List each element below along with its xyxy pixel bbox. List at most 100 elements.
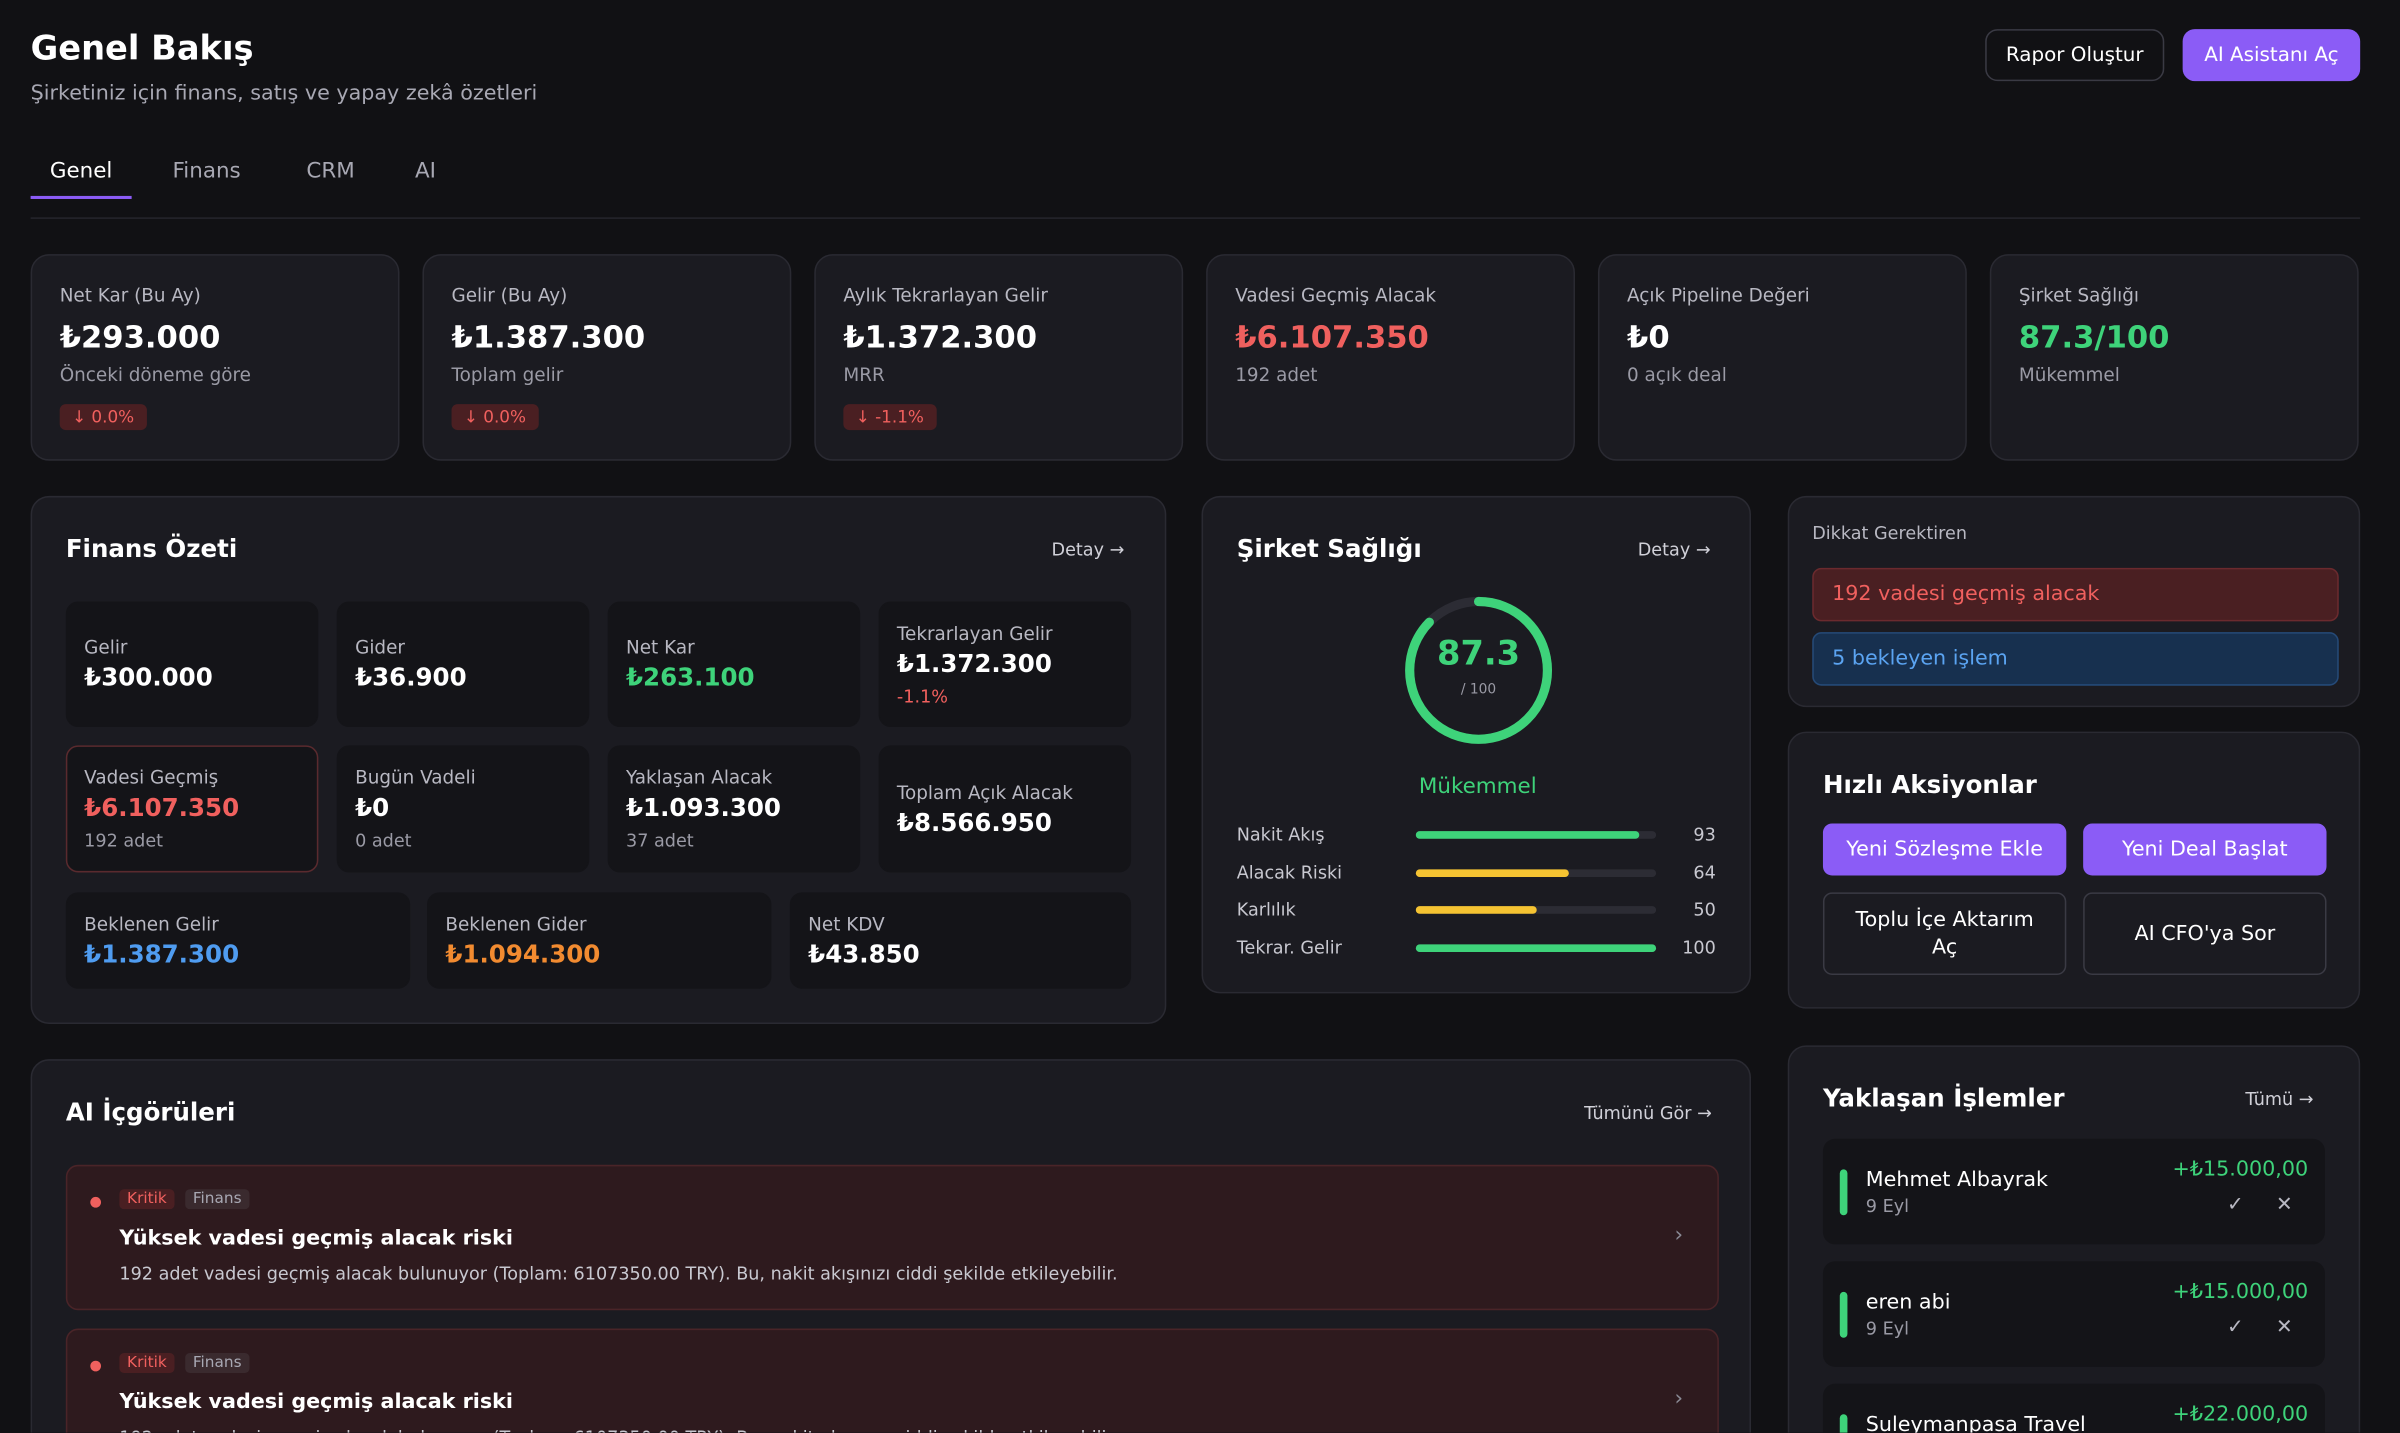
kpi-card: Açık Pipeline Değeri ₺0 0 açık deal [1597,254,1967,461]
severity-tag: Kritik [119,1189,175,1210]
severity-tag: Kritik [119,1353,175,1373]
cell-label: Tekrarlayan Gelir [896,622,1053,644]
cell-value: ₺43.850 [808,939,920,969]
tab[interactable]: Finans [172,159,241,184]
finance-cell: Beklenen Gider ₺1.094.300 [427,892,772,989]
attention-item[interactable]: 192 vadesi geçmiş alacak [1812,567,2339,622]
cell-sub: 37 adet [626,829,694,852]
panel-title: AI İçgörüleri [65,1097,236,1127]
kpi-label: Şirket Sağlığı [2018,284,2140,307]
tab[interactable]: Genel [30,159,132,199]
panel-title: Yaklaşan İşlemler [1822,1083,2065,1113]
factor-track [1415,906,1657,914]
cell-label: Beklenen Gelir [84,913,219,935]
kpi-value: ₺1.372.300 [843,318,1038,356]
finance-cell: Beklenen Gelir ₺1.387.300 [65,892,411,989]
chevron: › [1674,1222,1684,1248]
insight-item[interactable]: Kritik Finans Yüksek vadesi geçmiş alacak … [65,1328,1719,1433]
kpi-card: Şirket Sağlığı 87.3/100 Mükemmel [1989,254,2359,461]
kpi-card: Gelir (Bu Ay) ₺1.387.300 Toplam gelir ↓ 0.0… [422,254,792,461]
ai-button[interactable]: AI Asistanı Aç [2182,29,2361,82]
reject-icon[interactable]: ✕ [2276,1193,2293,1217]
approve-icon[interactable]: ✓ [2227,1316,2244,1340]
tab[interactable]: CRM [306,159,355,184]
report-button[interactable]: Rapor Oluştur [1985,29,2165,82]
severity-dot [90,1196,102,1208]
primary-action[interactable]: Yeni Deal Başlat [2083,823,2327,876]
cell-value: ₺0 [355,792,390,822]
kpi-card: Vadesi Geçmiş Alacak ₺6.107.350 192 adet [1206,254,1575,461]
insight-text: 192 adet vadesi geçmiş alacak bulunuyor … [119,1427,1117,1433]
cell-value: ₺36.900 [355,662,467,692]
kpi-sub: Önceki döneme göre [59,364,251,386]
factor-bar [1415,831,1640,839]
finance-cell: Vadesi Geçmiş ₺6.107.350 192 adet [65,745,319,873]
view-all-link[interactable]: Tümünü Gör → [1584,1102,1712,1124]
attention-item[interactable]: 5 bekleyen işlem [1812,632,2339,686]
insights-panel: AI İçgörüleri Tümünü Gör → Kritik Finans Yük… [30,1059,1752,1433]
finance-panel: Finans Özeti Detay → Gelir ₺300.000 Gider ₺36… [30,495,1167,1024]
transaction-item: Suleymanpasa Travel +₺22.000,00 [1822,1383,2325,1433]
cell-label: Vadesi Geçmiş [84,766,219,789]
reject-icon[interactable]: ✕ [2276,1316,2293,1340]
finance-cell: Gider ₺36.900 [336,601,590,728]
kpi-card: Aylık Tekrarlayan Gelir ₺1.372.300 MRR ↓ -1… [814,254,1184,461]
panel-title: Şirket Sağlığı [1236,534,1422,564]
panel-title: Hızlı Aksiyonlar [1822,769,2037,799]
view-all-link[interactable]: Tümü → [2245,1088,2314,1110]
factor-value: 100 [1682,935,1716,958]
secondary-action[interactable]: Toplu İçe Aktarım Aç [1822,892,2067,975]
insight-title: Yüksek vadesi geçmiş alacak riski [119,1226,514,1251]
factor-name: Karlılık [1236,898,1296,920]
primary-action[interactable]: Yeni Sözleşme Ekle [1822,823,2067,876]
cell-label: Yaklaşan Alacak [626,766,773,789]
cell-value: ₺6.107.350 [84,792,240,822]
factor-value: 64 [1693,860,1716,883]
cell-value: ₺1.093.300 [626,792,781,822]
cell-value: ₺1.094.300 [445,939,601,969]
kpi-label: Gelir (Bu Ay) [451,284,568,307]
cell-label: Net Kar [626,636,695,659]
finance-cell: Toplam Açık Alacak ₺8.566.950 [878,745,1132,873]
kpi-card: Net Kar (Bu Ay) ₺293.000 Önceki döneme gör… [30,254,400,461]
kpi-label: Açık Pipeline Değeri [1627,284,1810,307]
factor-bar [1415,943,1657,952]
transaction-amount: +₺15.000,00 [2172,1279,2309,1305]
insight-item[interactable]: Kritik Finans Yüksek vadesi geçmiş alacak … [65,1164,1719,1311]
status-bar [1839,1169,1848,1216]
transaction-date: 9 Eyl [1865,1317,1910,1340]
cell-sub: -1.1% [896,684,949,707]
approve-icon[interactable]: ✓ [2227,1193,2244,1217]
tab[interactable]: AI [415,159,437,184]
health-score: 87.3 [1437,635,1521,674]
page-subtitle: Şirketiniz için finans, satış ve yapay z… [30,81,538,106]
detail-link[interactable]: Detay → [1637,538,1711,561]
cell-value: ₺8.566.950 [896,807,1052,837]
transaction-item: Mehmet Albayrak 9 Eyl +₺15.000,00 ✓ ✕ [1822,1138,2325,1245]
kpi-value: ₺0 [1627,318,1670,356]
cell-sub: 192 adet [84,829,164,852]
finance-cell: Yaklaşan Alacak ₺1.093.300 37 adet [607,745,861,873]
kpi-sub: MRR [843,364,885,386]
page-title: Genel Bakış [30,30,254,69]
factor-value: 93 [1693,823,1716,845]
health-panel: Şirket Sağlığı Detay → 87.3 / 100 Mükemmel Na… [1201,495,1752,994]
kpi-sub: 0 açık deal [1627,364,1727,386]
factor-value: 50 [1693,898,1716,920]
divider [30,217,2361,219]
upcoming-panel: Yaklaşan İşlemler Tümü → Mehmet Albayrak 9 … [1787,1045,2361,1433]
health-max: / 100 [1460,682,1497,698]
cell-sub: 0 adet [355,829,412,852]
panel-title: Dikkat Gerektiren [1812,521,1968,544]
cell-value: ₺1.387.300 [84,939,240,969]
status-bar [1839,1291,1848,1338]
detail-link[interactable]: Detay → [1051,538,1125,561]
factor-bar [1415,868,1570,877]
secondary-action[interactable]: AI CFO'ya Sor [2083,892,2327,975]
cell-value: ₺263.100 [626,662,755,692]
factor-bar [1415,906,1536,914]
transaction-date: 9 Eyl [1865,1195,1910,1217]
kpi-value: ₺1.387.300 [451,318,646,356]
kpi-value: 87.3/100 [2018,318,2170,356]
